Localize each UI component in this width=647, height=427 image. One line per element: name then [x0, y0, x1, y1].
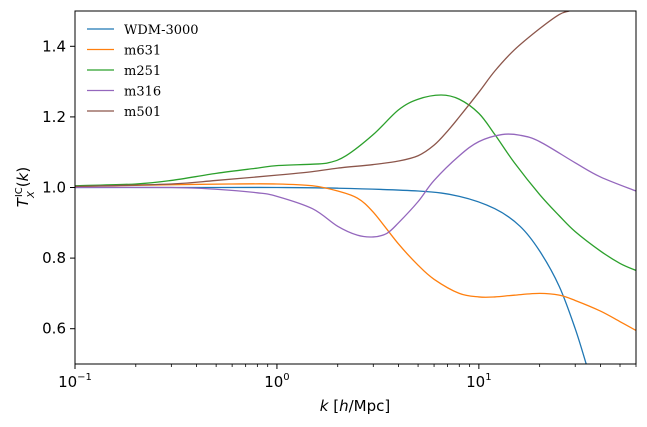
x-axis-label: k [h/Mpc]: [320, 397, 390, 415]
x-tick-label: 10−1: [58, 372, 92, 391]
series-line-WDM-3000: [75, 186, 587, 364]
series-layer: [75, 11, 636, 364]
x-tick-label: 100: [264, 372, 289, 391]
series-line-m316: [75, 133, 636, 238]
x-tick-label: 101: [466, 372, 491, 391]
y-tick-label: 0.6: [42, 320, 66, 338]
y-axis-label: TXIC(k): [14, 167, 37, 207]
y-tick-label: 1.0: [42, 179, 66, 197]
series-line-m631: [75, 183, 636, 332]
y-tick-label: 1.4: [42, 37, 66, 55]
legend-label-WDM-3000: WDM-3000: [124, 23, 199, 38]
legend-label-m501: m501: [124, 105, 161, 120]
legend-label-m631: m631: [124, 44, 161, 59]
y-tick-label: 0.8: [42, 249, 66, 267]
legend: WDM-3000 m631 m251 m316 m501: [87, 23, 199, 120]
legend-label-m316: m316: [124, 85, 161, 100]
y-axis: 0.6 0.8 1.0 1.2 1.4: [42, 37, 75, 338]
series-line-m501: [75, 11, 572, 188]
y-tick-label: 1.2: [42, 108, 66, 126]
x-axis: 10−1 100 101: [58, 364, 637, 391]
axis-titles: k [h/Mpc] TXIC(k): [14, 167, 390, 415]
legend-label-m251: m251: [124, 64, 161, 79]
series-line-m251: [75, 94, 636, 272]
